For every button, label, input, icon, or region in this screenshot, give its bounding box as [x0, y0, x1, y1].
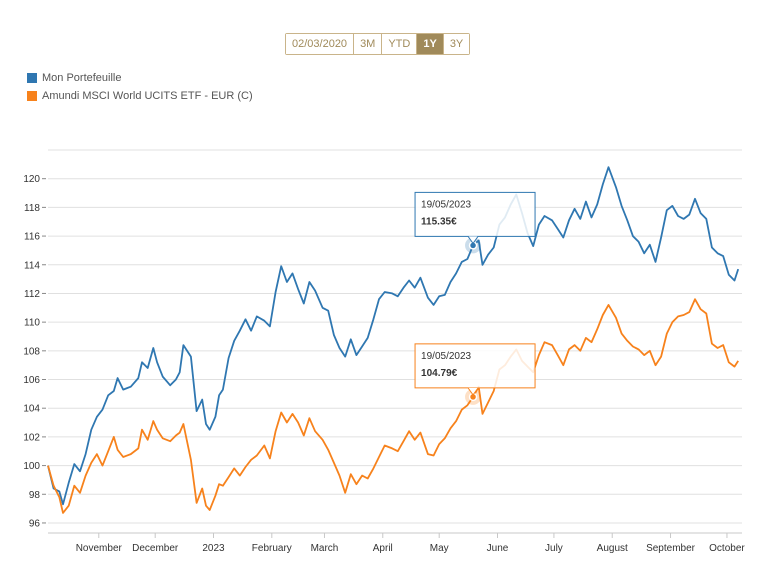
x-tick-label: April: [373, 543, 393, 554]
tooltip-date: 19/05/2023: [421, 199, 471, 210]
y-tick-label: 98: [29, 490, 41, 501]
range-button-3m[interactable]: 3M: [354, 34, 383, 54]
x-tick-label: October: [709, 543, 745, 554]
series-layer: [47, 166, 740, 514]
grid-layer: [48, 149, 742, 524]
x-tick-label: 2023: [202, 543, 225, 554]
range-button-3y[interactable]: 3Y: [443, 34, 470, 54]
y-tick-label: 102: [23, 432, 40, 443]
range-selector: 02/03/2020 3M YTD 1Y 3Y: [285, 33, 471, 55]
x-tick-label: December: [132, 543, 179, 554]
y-tick-label: 96: [29, 518, 41, 529]
x-tick-label: September: [646, 543, 696, 554]
tooltip-0: 19/05/2023 115.35€: [414, 191, 536, 254]
axis-layer: 96 98 100 102 104 106 108 110 112 114 116 118 120 Nov…: [23, 174, 745, 554]
tooltip-value: 115.35€: [421, 216, 457, 227]
x-tick-label: August: [597, 543, 628, 554]
y-tick-label: 120: [23, 174, 40, 185]
y-tick-label: 110: [24, 318, 40, 329]
legend-swatch-portfolio: [27, 72, 37, 83]
x-tick-label: March: [311, 543, 339, 554]
tooltip-pointer: [467, 387, 479, 396]
legend-label-etf: Amundi MSCI World UCITS ETF - EUR (C): [42, 89, 253, 102]
tooltip-box: [414, 343, 536, 389]
tooltip-layer: 19/05/2023 115.35€ 19/05/2023 104.79€: [414, 191, 536, 405]
y-tick-label: 116: [24, 232, 40, 243]
y-tick-label: 100: [23, 461, 40, 472]
x-tick-label: May: [430, 543, 449, 554]
y-tick-label: 112: [24, 289, 40, 300]
legend-label-portfolio: Mon Portefeuille: [42, 71, 122, 84]
tooltip-1: 19/05/2023 104.79€: [414, 343, 536, 405]
chart-legend: Mon Portefeuille Amundi MSCI World UCITS…: [27, 70, 253, 106]
tooltip-box: [414, 191, 536, 237]
legend-swatch-etf: [27, 90, 37, 101]
series-line-0: [47, 166, 740, 506]
date-range-input[interactable]: 02/03/2020: [286, 34, 355, 54]
tooltip-date: 19/05/2023: [421, 351, 471, 362]
y-tick-label: 108: [23, 346, 40, 357]
series-line-1: [47, 298, 739, 514]
y-tick-label: 104: [23, 404, 40, 415]
tooltip-value: 104.79€: [421, 368, 458, 379]
range-button-1y[interactable]: 1Y: [417, 34, 444, 54]
x-tick-label: June: [487, 543, 509, 554]
x-tick-label: November: [76, 543, 123, 554]
y-tick-label: 106: [23, 375, 40, 386]
range-button-ytd[interactable]: YTD: [382, 34, 418, 54]
x-tick-label: July: [545, 543, 563, 554]
legend-item-etf[interactable]: Amundi MSCI World UCITS ETF - EUR (C): [27, 88, 253, 103]
legend-item-portfolio[interactable]: Mon Portefeuille: [27, 70, 253, 85]
y-tick-label: 114: [24, 260, 40, 271]
y-tick-label: 118: [24, 203, 40, 214]
x-tick-label: February: [252, 543, 292, 554]
tooltip-pointer: [467, 236, 479, 245]
